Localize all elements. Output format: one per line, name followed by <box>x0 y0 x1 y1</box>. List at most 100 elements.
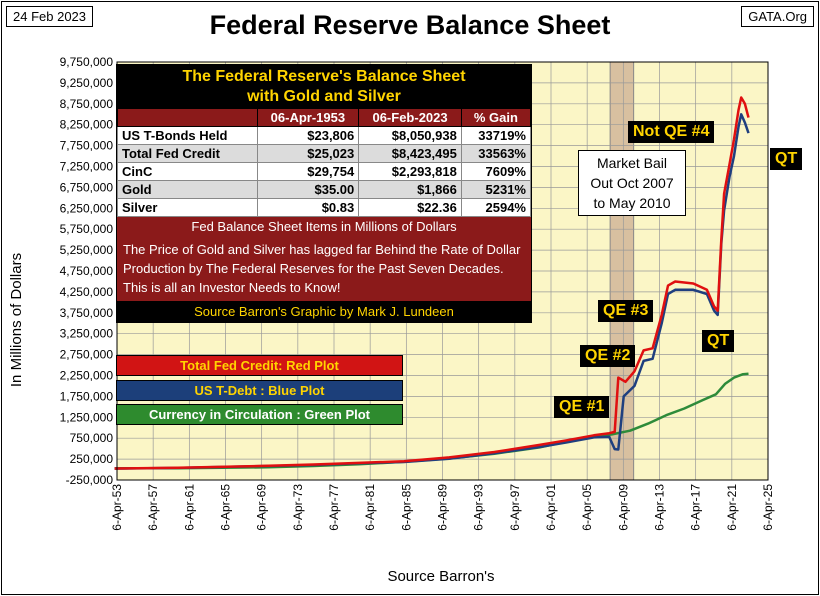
x-tick-label: 6-Apr-25 <box>761 484 775 531</box>
legend-t-debt: US T-Debt : Blue Plot <box>116 380 403 401</box>
x-tick-label: 6-Apr-09 <box>616 484 630 531</box>
x-tick-label: 6-Apr-57 <box>146 484 160 531</box>
x-axis-ticks: 6-Apr-53 6-Apr-57 6-Apr-61 6-Apr-65 6-Apr-69… <box>110 484 775 531</box>
y-tick-label: 1,250,000 <box>60 410 114 424</box>
y-tick-label: 1,750,000 <box>60 389 114 403</box>
value-2023: $1,866 <box>358 180 462 199</box>
y-axis-ticks: -250,000 250,000 750,000 1,250,000 1,750,000… <box>60 55 114 487</box>
stats-col-header: 06-Feb-2023 <box>358 108 462 127</box>
x-tick-label: 6-Apr-81 <box>363 484 377 531</box>
percent-gain: 33719% <box>460 126 532 145</box>
stats-col-header: % Gain <box>460 108 532 127</box>
annotation-qe1: QE #1 <box>554 396 610 418</box>
market-note-line: Market Bail <box>596 155 668 171</box>
x-tick-label: 6-Apr-17 <box>689 484 703 531</box>
x-tick-label: 6-Apr-85 <box>399 484 413 531</box>
percent-gain: 7609% <box>460 162 532 181</box>
x-tick-label: 6-Apr-01 <box>544 484 558 531</box>
info-title-line1: The Federal Reserve's Balance Sheet <box>182 68 466 85</box>
annotation-qe4: Not QE #4 <box>628 121 715 143</box>
info-note-panel: Fed Balance Sheet Items in Millions of D… <box>117 217 531 301</box>
y-tick-label: 5,250,000 <box>60 243 114 257</box>
row-label: US T-Bonds Held <box>117 126 258 145</box>
info-table-panel: The Federal Reserve's Balance Sheet with… <box>116 64 532 323</box>
market-note-line: Out Oct 2007 <box>590 175 674 191</box>
table-row: Total Fed Credit $25,023 $8,423,495 3356… <box>117 144 532 163</box>
stats-table: 06-Apr-1953 06-Feb-2023 % Gain US T-Bond… <box>117 108 532 217</box>
series-line-total-fed-credit <box>114 96 750 470</box>
value-2023: $2,293,818 <box>358 162 462 181</box>
y-tick-label: 2,750,000 <box>60 348 114 362</box>
y-tick-label: 8,750,000 <box>60 97 114 111</box>
row-label: CinC <box>117 162 258 181</box>
value-2023: $22.36 <box>358 198 462 217</box>
y-tick-label: 9,750,000 <box>60 55 114 69</box>
value-1953: $23,806 <box>256 126 360 145</box>
y-tick-label: 250,000 <box>70 452 114 466</box>
value-1953: $29,754 <box>256 162 360 181</box>
source-label: GATA.Org <box>741 6 814 27</box>
x-tick-label: 6-Apr-77 <box>327 484 341 531</box>
row-label: Gold <box>117 180 258 199</box>
table-row: Silver $0.83 $22.36 2594% <box>117 198 532 217</box>
row-label: Silver <box>117 198 258 217</box>
y-tick-label: 750,000 <box>70 431 114 445</box>
percent-gain: 2594% <box>460 198 532 217</box>
annotation-qe3: QE #3 <box>598 300 654 322</box>
y-tick-label: 3,250,000 <box>60 327 114 341</box>
x-tick-label: 6-Apr-69 <box>255 484 269 531</box>
y-tick-label: 5,750,000 <box>60 222 114 236</box>
y-tick-label: 8,250,000 <box>60 118 114 132</box>
stats-header-row: 06-Apr-1953 06-Feb-2023 % Gain <box>117 108 532 127</box>
legend-cinc: Currency in Circulation : Green Plot <box>116 404 403 425</box>
y-tick-label: 6,750,000 <box>60 180 114 194</box>
annotation-qe2: QE #2 <box>580 345 636 367</box>
y-tick-label: 4,750,000 <box>60 264 114 278</box>
table-row: CinC $29,754 $2,293,818 7609% <box>117 162 532 181</box>
chart-title: Federal Reserve Balance Sheet <box>209 10 611 40</box>
value-2023: $8,050,938 <box>358 126 462 145</box>
info-title-line2: with Gold and Silver <box>247 88 401 105</box>
date-label: 24 Feb 2023 <box>6 6 94 27</box>
info-footer: Source Barron's Graphic by Mark J. Lunde… <box>117 301 531 322</box>
table-row: US T-Bonds Held $23,806 $8,050,938 33719… <box>117 126 532 145</box>
x-tick-label: 6-Apr-05 <box>580 484 594 531</box>
value-1953: $0.83 <box>256 198 360 217</box>
annotation-qt-2022: QT <box>770 148 803 170</box>
y-axis-label: In Millions of Dollars <box>8 252 25 388</box>
info-paragraph: The Price of Gold and Silver has lagged … <box>123 242 521 295</box>
y-tick-label: 2,250,000 <box>60 369 114 383</box>
percent-gain: 5231% <box>460 180 532 199</box>
x-tick-label: 6-Apr-93 <box>472 484 486 531</box>
y-tick-label: 7,750,000 <box>60 139 114 153</box>
series-layer <box>114 96 750 470</box>
x-tick-label: 6-Apr-65 <box>219 484 233 531</box>
legend-fed-credit: Total Fed Credit: Red Plot <box>116 355 403 376</box>
stats-col-header <box>117 108 258 127</box>
market-note-line: to May 2010 <box>593 195 671 211</box>
value-2023: $8,423,495 <box>358 144 462 163</box>
x-axis-label: Source Barron's <box>387 568 495 585</box>
x-tick-label: 6-Apr-97 <box>508 484 522 531</box>
value-1953: $25,023 <box>256 144 360 163</box>
annotation-qt-2019: QT <box>702 330 735 352</box>
y-tick-label: 9,250,000 <box>60 76 114 90</box>
market-bailout-note: Market Bail Out Oct 2007 to May 2010 <box>578 150 686 216</box>
value-1953: $35.00 <box>256 180 360 199</box>
y-tick-label: 3,750,000 <box>60 306 114 320</box>
percent-gain: 33563% <box>460 144 532 163</box>
x-tick-label: 6-Apr-21 <box>725 484 739 531</box>
y-tick-label: 4,250,000 <box>60 285 114 299</box>
x-tick-label: 6-Apr-73 <box>291 484 305 531</box>
info-table-header: The Federal Reserve's Balance Sheet with… <box>117 65 531 108</box>
x-tick-label: 6-Apr-13 <box>653 484 667 531</box>
x-tick-label: 6-Apr-89 <box>436 484 450 531</box>
y-tick-label: 7,250,000 <box>60 160 114 174</box>
table-row: Gold $35.00 $1,866 5231% <box>117 180 532 199</box>
stats-col-header: 06-Apr-1953 <box>256 108 360 127</box>
x-tick-label: 6-Apr-53 <box>110 484 124 531</box>
units-note: Fed Balance Sheet Items in Millions of D… <box>191 219 457 234</box>
x-tick-label: 6-Apr-61 <box>182 484 196 531</box>
y-tick-label: -250,000 <box>66 473 114 487</box>
y-tick-label: 6,250,000 <box>60 201 114 215</box>
